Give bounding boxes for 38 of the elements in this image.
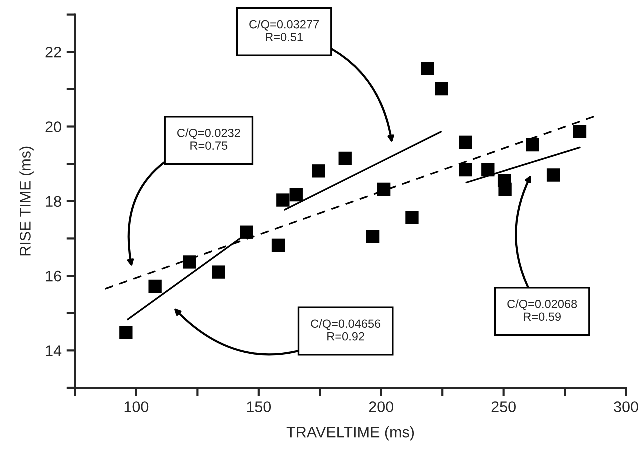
point [526, 138, 540, 152]
x-axis-title: TRAVELTIME (ms) [286, 426, 414, 441]
point [272, 238, 286, 252]
x-tick-label: 300 [614, 402, 638, 412]
x-tick-label: 100 [124, 402, 149, 412]
x-tick-label: 150 [247, 402, 272, 412]
point [290, 188, 303, 202]
y-tick-label: 20 [46, 122, 62, 132]
x-tick-label: 250 [492, 402, 516, 412]
point [498, 182, 512, 196]
point [366, 230, 380, 244]
point [240, 226, 254, 239]
point [212, 266, 226, 279]
y-tick-label: 18 [46, 196, 62, 208]
point [421, 62, 434, 76]
point [459, 136, 472, 150]
point [183, 256, 196, 269]
y-tick-label: 16 [46, 270, 62, 282]
point [312, 164, 326, 178]
point [276, 194, 290, 207]
point [482, 163, 495, 177]
point [435, 82, 448, 96]
point [377, 182, 391, 196]
point [338, 152, 352, 166]
y-axis-title: RISE TIME (ms) [20, 146, 34, 256]
point [546, 168, 560, 182]
y-tick-label: 14 [46, 346, 62, 356]
annotation: C/Q=0.03277 R=0.51 [250, 20, 319, 42]
annotation: C/Q=0.0232 R=0.75 [178, 128, 240, 150]
point [406, 211, 419, 224]
annotation: C/Q=0.02068 R=0.59 [508, 300, 578, 322]
point [573, 125, 587, 138]
point [120, 326, 133, 340]
y-tick-label: 22 [46, 46, 62, 58]
point [459, 163, 472, 177]
annotation: C/Q=0.04656 R=0.92 [311, 319, 381, 341]
point [148, 280, 162, 294]
x-tick-label: 200 [369, 402, 394, 412]
